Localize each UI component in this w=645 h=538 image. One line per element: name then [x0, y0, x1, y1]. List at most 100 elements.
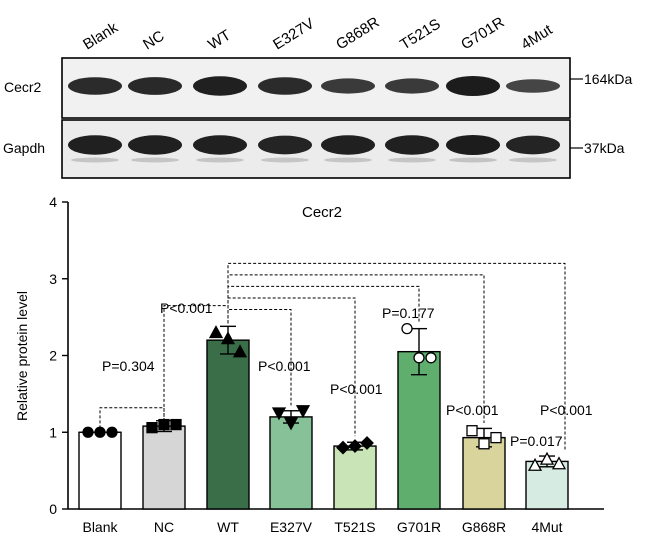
bar — [142, 425, 186, 510]
data-point — [232, 344, 248, 358]
chart-title: Cecr2 — [302, 204, 342, 221]
data-point — [106, 426, 118, 438]
blot-row-label-gapdh: Gapdh — [3, 140, 45, 156]
bar-chart: Cecr2 Relative protein level 0 1 2 3 4 Blank… — [14, 194, 604, 535]
data-point — [158, 418, 170, 431]
blot-band — [68, 135, 122, 155]
blot-band — [128, 77, 182, 95]
x-tick-label: G868R — [462, 519, 506, 535]
x-tick-label: Blank — [82, 519, 118, 535]
blot-band-faint — [324, 157, 372, 163]
lane-label: 4Mut — [518, 21, 556, 54]
blot-band-faint — [388, 157, 436, 163]
data-point — [336, 440, 350, 455]
p-value-label: P=0.304 — [102, 358, 155, 374]
x-axis-labels: Blank NC WT E327V T521S G701R G868R 4Mut — [82, 519, 562, 535]
p-value-label: P<0.001 — [446, 402, 499, 418]
data-point — [360, 436, 374, 450]
data-point — [295, 405, 311, 419]
x-tick-label: G701R — [397, 519, 441, 535]
blot-band — [446, 135, 500, 155]
blot-band-faint — [196, 157, 244, 163]
lane-label: Blank — [80, 19, 121, 54]
p-value-label: P=0.017 — [510, 433, 563, 449]
blot-band — [128, 135, 182, 155]
blot-band-faint — [261, 157, 309, 163]
lane-label: T521S — [397, 16, 443, 54]
data-point — [551, 456, 567, 470]
blot-band — [506, 135, 560, 155]
p-value-label: P<0.001 — [258, 358, 311, 374]
data-point — [170, 418, 182, 431]
blot-band-faint — [509, 157, 557, 163]
data-point — [413, 352, 425, 364]
blot-bands — [68, 76, 560, 163]
data-point — [220, 331, 236, 345]
blot-band — [321, 78, 375, 94]
lane-label: WT — [205, 27, 234, 54]
p-value-label: P<0.001 — [540, 402, 593, 418]
data-point — [466, 425, 478, 437]
data-point — [401, 322, 413, 335]
lane-labels: Blank NC WT E327V G868R T521S G701R 4Mut — [80, 14, 556, 54]
bracket-nc-wt — [163, 305, 229, 417]
blot-row-label-cecr2: Cecr2 — [4, 79, 42, 95]
western-blot: Blank NC WT E327V G868R T521S G701R 4Mut Cecr2 … — [3, 14, 632, 179]
lane-label: NC — [140, 27, 168, 53]
data-point — [283, 417, 299, 431]
lane-label: G701R — [458, 14, 507, 54]
y-axis-ticks: 0 1 2 3 4 — [49, 194, 68, 517]
blot-band-faint — [449, 157, 497, 163]
data-point — [94, 426, 106, 438]
y-tick-label: 1 — [49, 424, 57, 440]
bar — [333, 445, 377, 510]
data-point — [271, 407, 287, 421]
p-value-label: P=0.177 — [382, 305, 435, 321]
blot-band — [193, 135, 247, 155]
bar — [397, 350, 441, 510]
bracket-wt-g701r — [227, 285, 420, 324]
blot-band — [68, 77, 122, 95]
data-point — [146, 421, 158, 434]
y-tick-label: 4 — [49, 194, 57, 210]
bracket-wt-4mut — [227, 262, 566, 452]
x-tick-label: T521S — [334, 519, 375, 535]
blot-band — [258, 135, 312, 155]
bar — [462, 436, 506, 510]
bracket-blank-nc — [99, 407, 165, 429]
p-value-label: P<0.001 — [330, 381, 383, 397]
y-tick-label: 2 — [49, 348, 57, 364]
blot-band-faint — [131, 157, 179, 163]
blot-band — [385, 135, 439, 155]
blot-band — [385, 78, 439, 94]
data-point — [82, 426, 94, 438]
data-point — [425, 352, 437, 364]
data-point — [490, 431, 502, 444]
data-point — [208, 325, 224, 339]
data-point — [478, 438, 490, 450]
lane-label: G868R — [333, 14, 382, 54]
bar — [78, 431, 122, 510]
blot-band — [446, 76, 500, 96]
bars — [78, 339, 569, 510]
data-point — [539, 451, 555, 465]
blot-band-faint — [71, 157, 119, 163]
y-tick-label: 3 — [49, 271, 57, 287]
bar — [206, 339, 250, 510]
y-axis-label: Relative protein level — [14, 291, 30, 421]
x-tick-label: NC — [154, 519, 174, 535]
blot-band — [258, 77, 312, 95]
bracket-wt-g868r — [227, 274, 485, 424]
x-tick-label: WT — [217, 519, 239, 535]
data-point — [348, 439, 362, 453]
marker-label-164: 164kDa — [584, 71, 632, 87]
blot-band — [321, 135, 375, 155]
bar — [269, 416, 313, 510]
x-tick-label: E327V — [270, 519, 313, 535]
marker-label-37: 37kDa — [584, 140, 625, 156]
y-tick-label: 0 — [49, 501, 57, 517]
x-tick-label: 4Mut — [531, 519, 562, 535]
lane-label: E327V — [270, 15, 317, 53]
p-value-label: P<0.001 — [160, 300, 213, 316]
